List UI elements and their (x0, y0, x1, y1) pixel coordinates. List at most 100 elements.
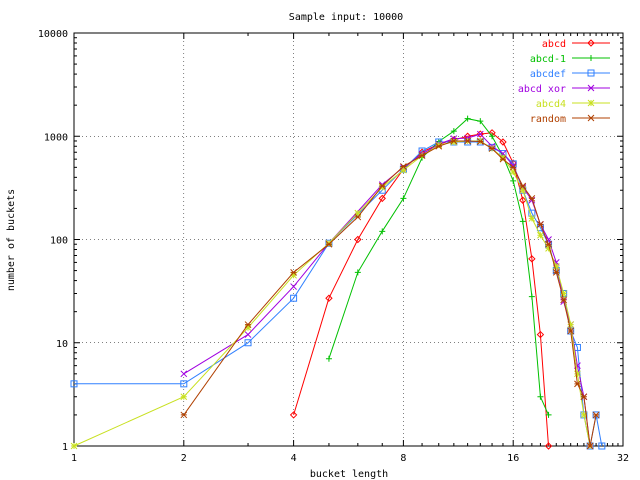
data-point-abcd4 (378, 183, 386, 191)
data-point-abcd4 (244, 324, 252, 332)
data-point-abcdef (70, 380, 78, 388)
legend-entry-abcd4: abcd4 (536, 99, 610, 110)
chart-title: Sample input: 10000 (289, 12, 403, 23)
data-point-abcd (325, 294, 333, 302)
legend-marker-abcd4 (587, 99, 595, 107)
data-point-random (519, 182, 527, 190)
legend-marker-abcdef (587, 69, 595, 77)
data-point-abcd4 (354, 209, 362, 217)
data-point-random (567, 327, 575, 335)
data-point-random (580, 393, 588, 401)
legend-entry-abcdef: abcdef (530, 69, 610, 80)
legend-marker-abcd (587, 39, 595, 47)
data-point-random (464, 137, 471, 145)
y-axis-label: number of buckets (6, 189, 17, 291)
series-line-abcd-1 (328, 118, 549, 416)
legend-entry-abcd-xor: abcd xor (518, 84, 610, 95)
data-point-random (586, 442, 594, 450)
data-point-random (244, 321, 252, 328)
data-point-abcd-1 (519, 218, 526, 225)
data-point-abcd (378, 194, 386, 203)
data-point-abcd4 (545, 245, 552, 252)
data-point-abcd (528, 255, 536, 263)
legend-label-random: random (530, 114, 566, 125)
data-point-abcd4 (528, 215, 536, 222)
legend-label-abcd4: abcd4 (536, 99, 566, 110)
data-point-abcd4 (325, 239, 333, 247)
data-point-abcd4 (537, 231, 544, 239)
data-point-abcd (544, 442, 553, 450)
data-point-abcd4 (567, 321, 575, 328)
data-point-abcd-1 (528, 293, 535, 300)
data-point-abcd-1 (464, 115, 471, 122)
data-point-abcd (289, 411, 298, 419)
series-abcd-1 (325, 115, 552, 418)
data-point-abcdef (598, 442, 606, 450)
series-line-abcd-xor (183, 133, 591, 447)
data-point-random (552, 269, 560, 276)
data-point-random (290, 269, 297, 276)
legend: abcd abcd-1 abcdef abcd xor abcd4 random (518, 39, 610, 125)
data-point-abcd4 (574, 370, 581, 378)
x-tick-label: 1 (71, 453, 77, 464)
data-point-abcd4 (552, 262, 560, 270)
data-point-random (528, 195, 536, 202)
data-point-random (476, 138, 484, 145)
data-point-abcd-1 (537, 393, 544, 400)
data-point-abcd-1 (477, 118, 484, 125)
data-point-random (378, 182, 386, 190)
data-point-random (180, 411, 188, 419)
data-point-random (592, 411, 600, 419)
data-point-random (400, 163, 407, 170)
y-tick-label: 1 (62, 442, 68, 453)
y-tick-label: 1000 (44, 132, 68, 143)
data-point-abcd (476, 130, 485, 138)
data-point-abcd4 (580, 411, 588, 419)
legend-entry-random: random (530, 114, 610, 125)
data-point-abcd-1 (379, 228, 386, 235)
data-point-abcd4 (450, 138, 458, 146)
data-point-abcd-xor (244, 331, 252, 338)
x-tick-label: 16 (507, 453, 519, 464)
x-tick-label: 4 (291, 453, 297, 464)
legend-label-abcdef: abcdef (530, 69, 566, 80)
legend-marker-random (587, 114, 595, 122)
grid (74, 33, 623, 446)
data-point-random (325, 240, 333, 248)
data-point-random (560, 296, 567, 304)
data-point-abcd4 (509, 168, 517, 176)
series-abcd4 (70, 137, 594, 450)
legend-label-abcd: abcd (542, 39, 566, 50)
legend-label-abcd-xor: abcd xor (518, 84, 566, 95)
x-tick-label: 2 (181, 453, 187, 464)
data-point-abcd-xor (290, 283, 297, 290)
legend-entry-abcd-1: abcd-1 (530, 54, 610, 65)
data-point-random (574, 380, 581, 388)
data-point-abcd-xor (545, 236, 552, 243)
data-point-random (435, 142, 443, 150)
y-tick-label: 10000 (38, 29, 68, 40)
data-point-abcd-xor (476, 130, 484, 138)
data-point-random (499, 155, 507, 163)
data-point-abcd4 (560, 290, 567, 297)
series-line-abcd4 (73, 140, 591, 447)
series-line-abcd (293, 132, 549, 447)
data-point-abcd (536, 330, 545, 339)
data-point-random (418, 152, 426, 159)
series-random (180, 137, 600, 450)
data-point-random (537, 221, 544, 228)
data-point-abcdef (244, 339, 252, 347)
data-point-random (450, 137, 458, 145)
series-abcd (289, 129, 553, 450)
data-point-abcd4 (70, 442, 78, 450)
y-tick-label: 10 (56, 339, 68, 350)
data-point-abcd (519, 196, 527, 204)
data-point-random (354, 213, 362, 221)
data-point-abcd4 (180, 393, 188, 401)
legend-label-abcd-1: abcd-1 (530, 54, 566, 65)
data-point-abcd-1 (400, 195, 407, 202)
data-point-abcd-1 (354, 269, 361, 276)
data-point-abcd4 (519, 186, 527, 194)
data-point-abcd-1 (325, 355, 332, 362)
